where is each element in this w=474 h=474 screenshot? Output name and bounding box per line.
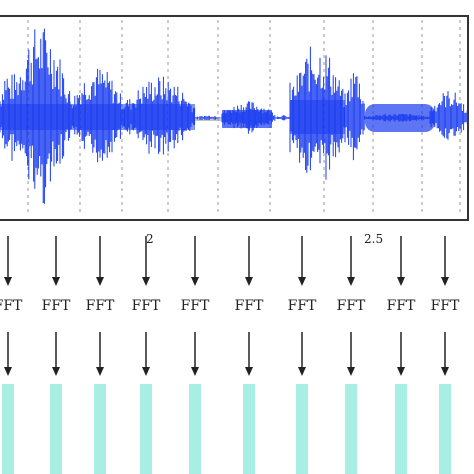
arrow-head	[397, 277, 405, 286]
spectrum-bars	[2, 384, 451, 474]
arrows-to-spectrum	[4, 332, 449, 376]
arrow-head	[191, 277, 199, 286]
spectrum-bar	[395, 384, 407, 474]
speech-waveform	[0, 28, 468, 204]
waveform-core	[0, 104, 195, 130]
waveform-core	[290, 100, 345, 134]
arrow-head	[96, 277, 104, 286]
time-tick-label: 2.5	[364, 232, 383, 246]
arrow-head	[397, 367, 405, 376]
spectrum-bar	[243, 384, 255, 474]
spectrum-bar	[296, 384, 308, 474]
fft-label: FFT	[181, 298, 210, 314]
fft-label: FFT	[0, 298, 23, 314]
waveform-core	[222, 110, 272, 128]
spectrum-bar	[94, 384, 106, 474]
spectrum-bar	[2, 384, 14, 474]
spectrum-bar	[140, 384, 152, 474]
spectrum-bar	[189, 384, 201, 474]
arrow-head	[347, 367, 355, 376]
fft-label: FFT	[431, 298, 460, 314]
arrow-head	[52, 367, 60, 376]
arrows-to-fft	[4, 236, 449, 286]
arrow-head	[441, 367, 449, 376]
arrow-head	[245, 277, 253, 286]
arrow-head	[4, 277, 12, 286]
fft-label: FFT	[288, 298, 317, 314]
fft-label: FFT	[42, 298, 71, 314]
waveform-core	[365, 104, 435, 132]
fft-labels: FFT FFT FFT FFT FFT FFT FFT FFT FFT FFT	[0, 298, 460, 314]
spectrum-bar	[439, 384, 451, 474]
arrow-head	[441, 277, 449, 286]
time-tick-label: 2	[146, 232, 154, 246]
arrow-head	[4, 367, 12, 376]
arrow-head	[245, 367, 253, 376]
arrow-head	[191, 367, 199, 376]
fft-label: FFT	[86, 298, 115, 314]
spectrum-bar	[345, 384, 357, 474]
fft-label: FFT	[132, 298, 161, 314]
arrow-head	[298, 367, 306, 376]
fft-label: FFT	[235, 298, 264, 314]
spectrum-bar	[50, 384, 62, 474]
arrow-head	[347, 277, 355, 286]
arrow-head	[142, 277, 150, 286]
arrow-head	[52, 277, 60, 286]
fft-label: FFT	[387, 298, 416, 314]
arrow-head	[142, 367, 150, 376]
arrow-head	[96, 367, 104, 376]
fft-label: FFT	[337, 298, 366, 314]
arrow-head	[298, 277, 306, 286]
